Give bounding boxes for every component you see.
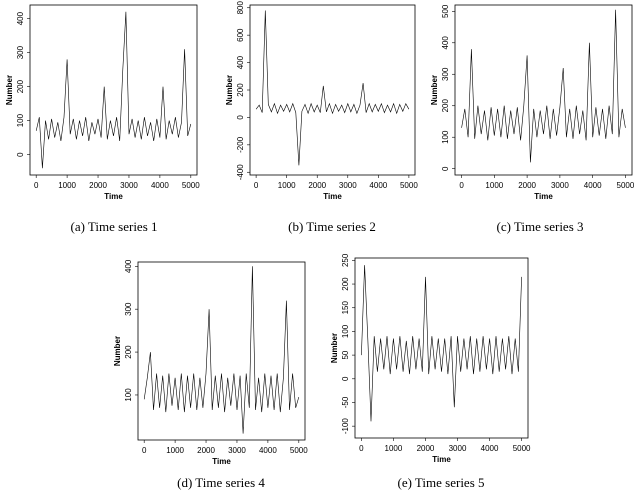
- caption: (c) Time series 3: [496, 219, 583, 234]
- y-tick-label: -50: [341, 396, 350, 408]
- y-tick-label: 300: [124, 302, 133, 316]
- x-tick-label: 5000: [513, 444, 531, 453]
- y-tick-label: 300: [16, 45, 25, 59]
- y-tick-label: 600: [236, 28, 245, 42]
- panel: 0 1000 2000 3000 4000 5000 100 200 300 400 Time Num…: [113, 259, 308, 490]
- caption: (a) Time series 1: [70, 219, 157, 234]
- x-axis-label: Time: [432, 455, 451, 464]
- x-tick-label: 5000: [182, 181, 200, 190]
- x-tick-label: 2000: [308, 181, 326, 190]
- plot-frame: [354, 257, 529, 439]
- y-tick-label: 400: [441, 36, 450, 50]
- caption: (d) Time series 4: [177, 475, 265, 490]
- x-tick-label: 4000: [151, 181, 169, 190]
- x-tick-label: 5000: [617, 181, 635, 190]
- x-tick-label: 4000: [369, 181, 387, 190]
- y-tick-label: 0: [16, 152, 25, 157]
- y-tick-label: 200: [16, 79, 25, 93]
- x-tick-label: 3000: [551, 181, 569, 190]
- y-tick-label: 400: [236, 55, 245, 69]
- y-tick-label: 100: [441, 130, 450, 144]
- x-tick-label: 3000: [449, 444, 467, 453]
- x-tick-label: 0: [459, 181, 464, 190]
- y-tick-label: 150: [341, 301, 350, 315]
- panel: 0 1000 2000 3000 4000 5000 -100 -50 0 50 100 150 200…: [330, 253, 531, 490]
- x-tick-label: 2000: [197, 446, 215, 455]
- x-tick-label: 5000: [400, 181, 418, 190]
- series-line: [255, 10, 410, 166]
- x-tick-label: 2000: [89, 181, 107, 190]
- x-axis-label: Time: [212, 457, 231, 466]
- y-tick-label: 800: [236, 1, 245, 15]
- y-tick-label: 400: [16, 11, 25, 25]
- y-tick-label: 500: [441, 4, 450, 18]
- y-tick-label: -100: [341, 418, 350, 435]
- x-tick-label: 0: [142, 446, 147, 455]
- x-tick-label: 4000: [259, 446, 277, 455]
- panel: 0 1000 2000 3000 4000 5000 0 100 200 300 400 500 Tim…: [430, 4, 635, 234]
- series-line: [361, 265, 522, 422]
- x-tick-label: 4000: [481, 444, 499, 453]
- series-line: [35, 11, 192, 169]
- y-axis-label: Number: [5, 75, 14, 105]
- y-tick-label: 0: [341, 376, 350, 381]
- y-axis-label: Number: [113, 336, 122, 366]
- y-tick-label: 0: [441, 166, 450, 171]
- x-tick-label: 1000: [485, 181, 503, 190]
- panel: 0 1000 2000 3000 4000 5000 -400 -200 0 200 400 600 8…: [225, 1, 418, 234]
- x-tick-label: 2000: [518, 181, 536, 190]
- y-tick-label: -400: [236, 164, 245, 181]
- x-tick-label: 1000: [166, 446, 184, 455]
- x-tick-label: 1000: [385, 444, 403, 453]
- y-axis-label: Number: [225, 75, 234, 105]
- x-axis-label: Time: [534, 192, 553, 201]
- x-tick-label: 3000: [120, 181, 138, 190]
- caption: (b) Time series 2: [288, 219, 376, 234]
- y-axis-label: Number: [430, 75, 439, 105]
- x-axis-label: Time: [104, 192, 123, 201]
- series-line: [461, 9, 626, 163]
- plot-frame: [249, 4, 416, 176]
- x-tick-label: 5000: [290, 446, 308, 455]
- x-axis-label: Time: [323, 192, 342, 201]
- x-tick-label: 3000: [339, 181, 357, 190]
- y-tick-label: 300: [441, 67, 450, 81]
- x-tick-label: 4000: [584, 181, 602, 190]
- x-tick-label: 1000: [58, 181, 76, 190]
- y-tick-label: 200: [341, 277, 350, 291]
- x-tick-label: 0: [359, 444, 364, 453]
- series-line: [143, 266, 300, 434]
- y-tick-label: 250: [341, 253, 350, 267]
- x-tick-label: 1000: [278, 181, 296, 190]
- caption: (e) Time series 5: [397, 475, 484, 490]
- plot-frame: [137, 261, 306, 441]
- panel: 0 1000 2000 3000 4000 5000 0 100 200 300 400 Time Nu…: [5, 4, 200, 234]
- y-tick-label: 100: [124, 388, 133, 402]
- y-tick-label: 100: [341, 324, 350, 338]
- y-tick-label: 100: [16, 113, 25, 127]
- x-tick-label: 0: [254, 181, 259, 190]
- y-tick-label: -200: [236, 136, 245, 153]
- y-axis-label: Number: [330, 333, 339, 363]
- x-tick-label: 2000: [417, 444, 435, 453]
- plot-frame: [29, 4, 198, 176]
- y-tick-label: 0: [236, 115, 245, 120]
- x-tick-label: 3000: [228, 446, 246, 455]
- y-tick-label: 50: [341, 350, 350, 359]
- y-tick-label: 200: [236, 83, 245, 97]
- y-tick-label: 200: [441, 99, 450, 113]
- x-tick-label: 0: [34, 181, 39, 190]
- y-tick-label: 200: [124, 345, 133, 359]
- y-tick-label: 400: [124, 259, 133, 273]
- plot-frame: [454, 4, 633, 176]
